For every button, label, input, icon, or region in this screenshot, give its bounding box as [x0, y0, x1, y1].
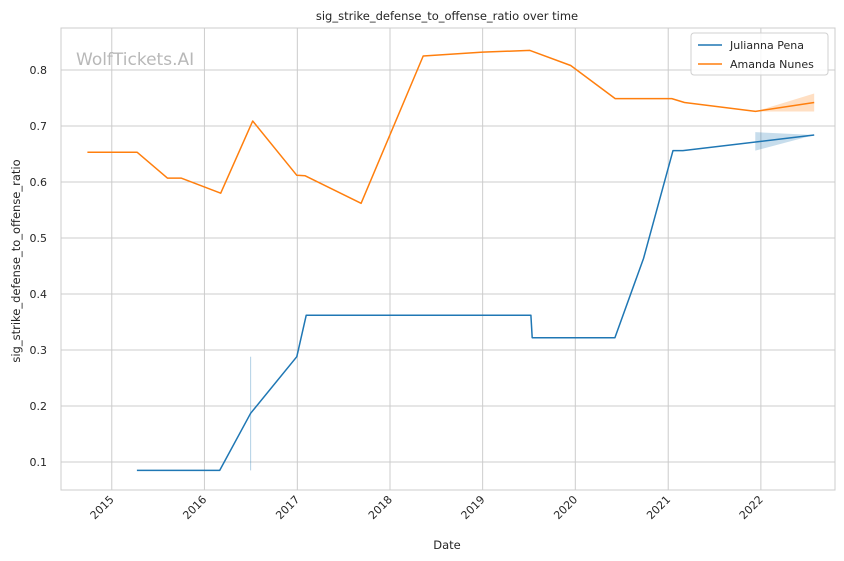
legend-label-amanda-nunes: Amanda Nunes	[730, 58, 814, 71]
series-line-amanda-nunes	[87, 49, 815, 205]
y-tick-label-0.4: 0.4	[30, 288, 48, 301]
y-tick-label-0.8: 0.8	[30, 64, 48, 77]
y-tick-label-0.2: 0.2	[30, 400, 48, 413]
y-tick-label-0.6: 0.6	[30, 176, 48, 189]
series-line-julianna-pena	[136, 134, 815, 472]
watermark: WolfTickets.AI	[76, 50, 194, 70]
plot-frame	[60, 27, 836, 491]
y-axis-ticks: 0.1 0.2 0.3 0.4 0.5 0.6 0.7 0.8	[30, 64, 48, 469]
series-lines	[87, 49, 815, 472]
legend-label-julianna-pena: Julianna Pena	[729, 39, 804, 52]
y-tick-label-0.3: 0.3	[30, 344, 48, 357]
legend: Julianna Pena Amanda Nunes	[690, 32, 829, 76]
legend-frame	[690, 32, 829, 76]
y-tick-label-0.1: 0.1	[30, 456, 48, 469]
grid	[61, 28, 835, 490]
chart-title: sig_strike_defense_to_offense_ratio over…	[316, 9, 578, 23]
y-tick-label-0.7: 0.7	[30, 120, 48, 133]
x-axis-label: Date	[433, 538, 461, 552]
ci-band-amanda-nunes-0	[755, 93, 815, 112]
y-axis-label: sig_strike_defense_to_offense_ratio	[9, 159, 23, 362]
y-tick-label-0.5: 0.5	[30, 232, 48, 245]
